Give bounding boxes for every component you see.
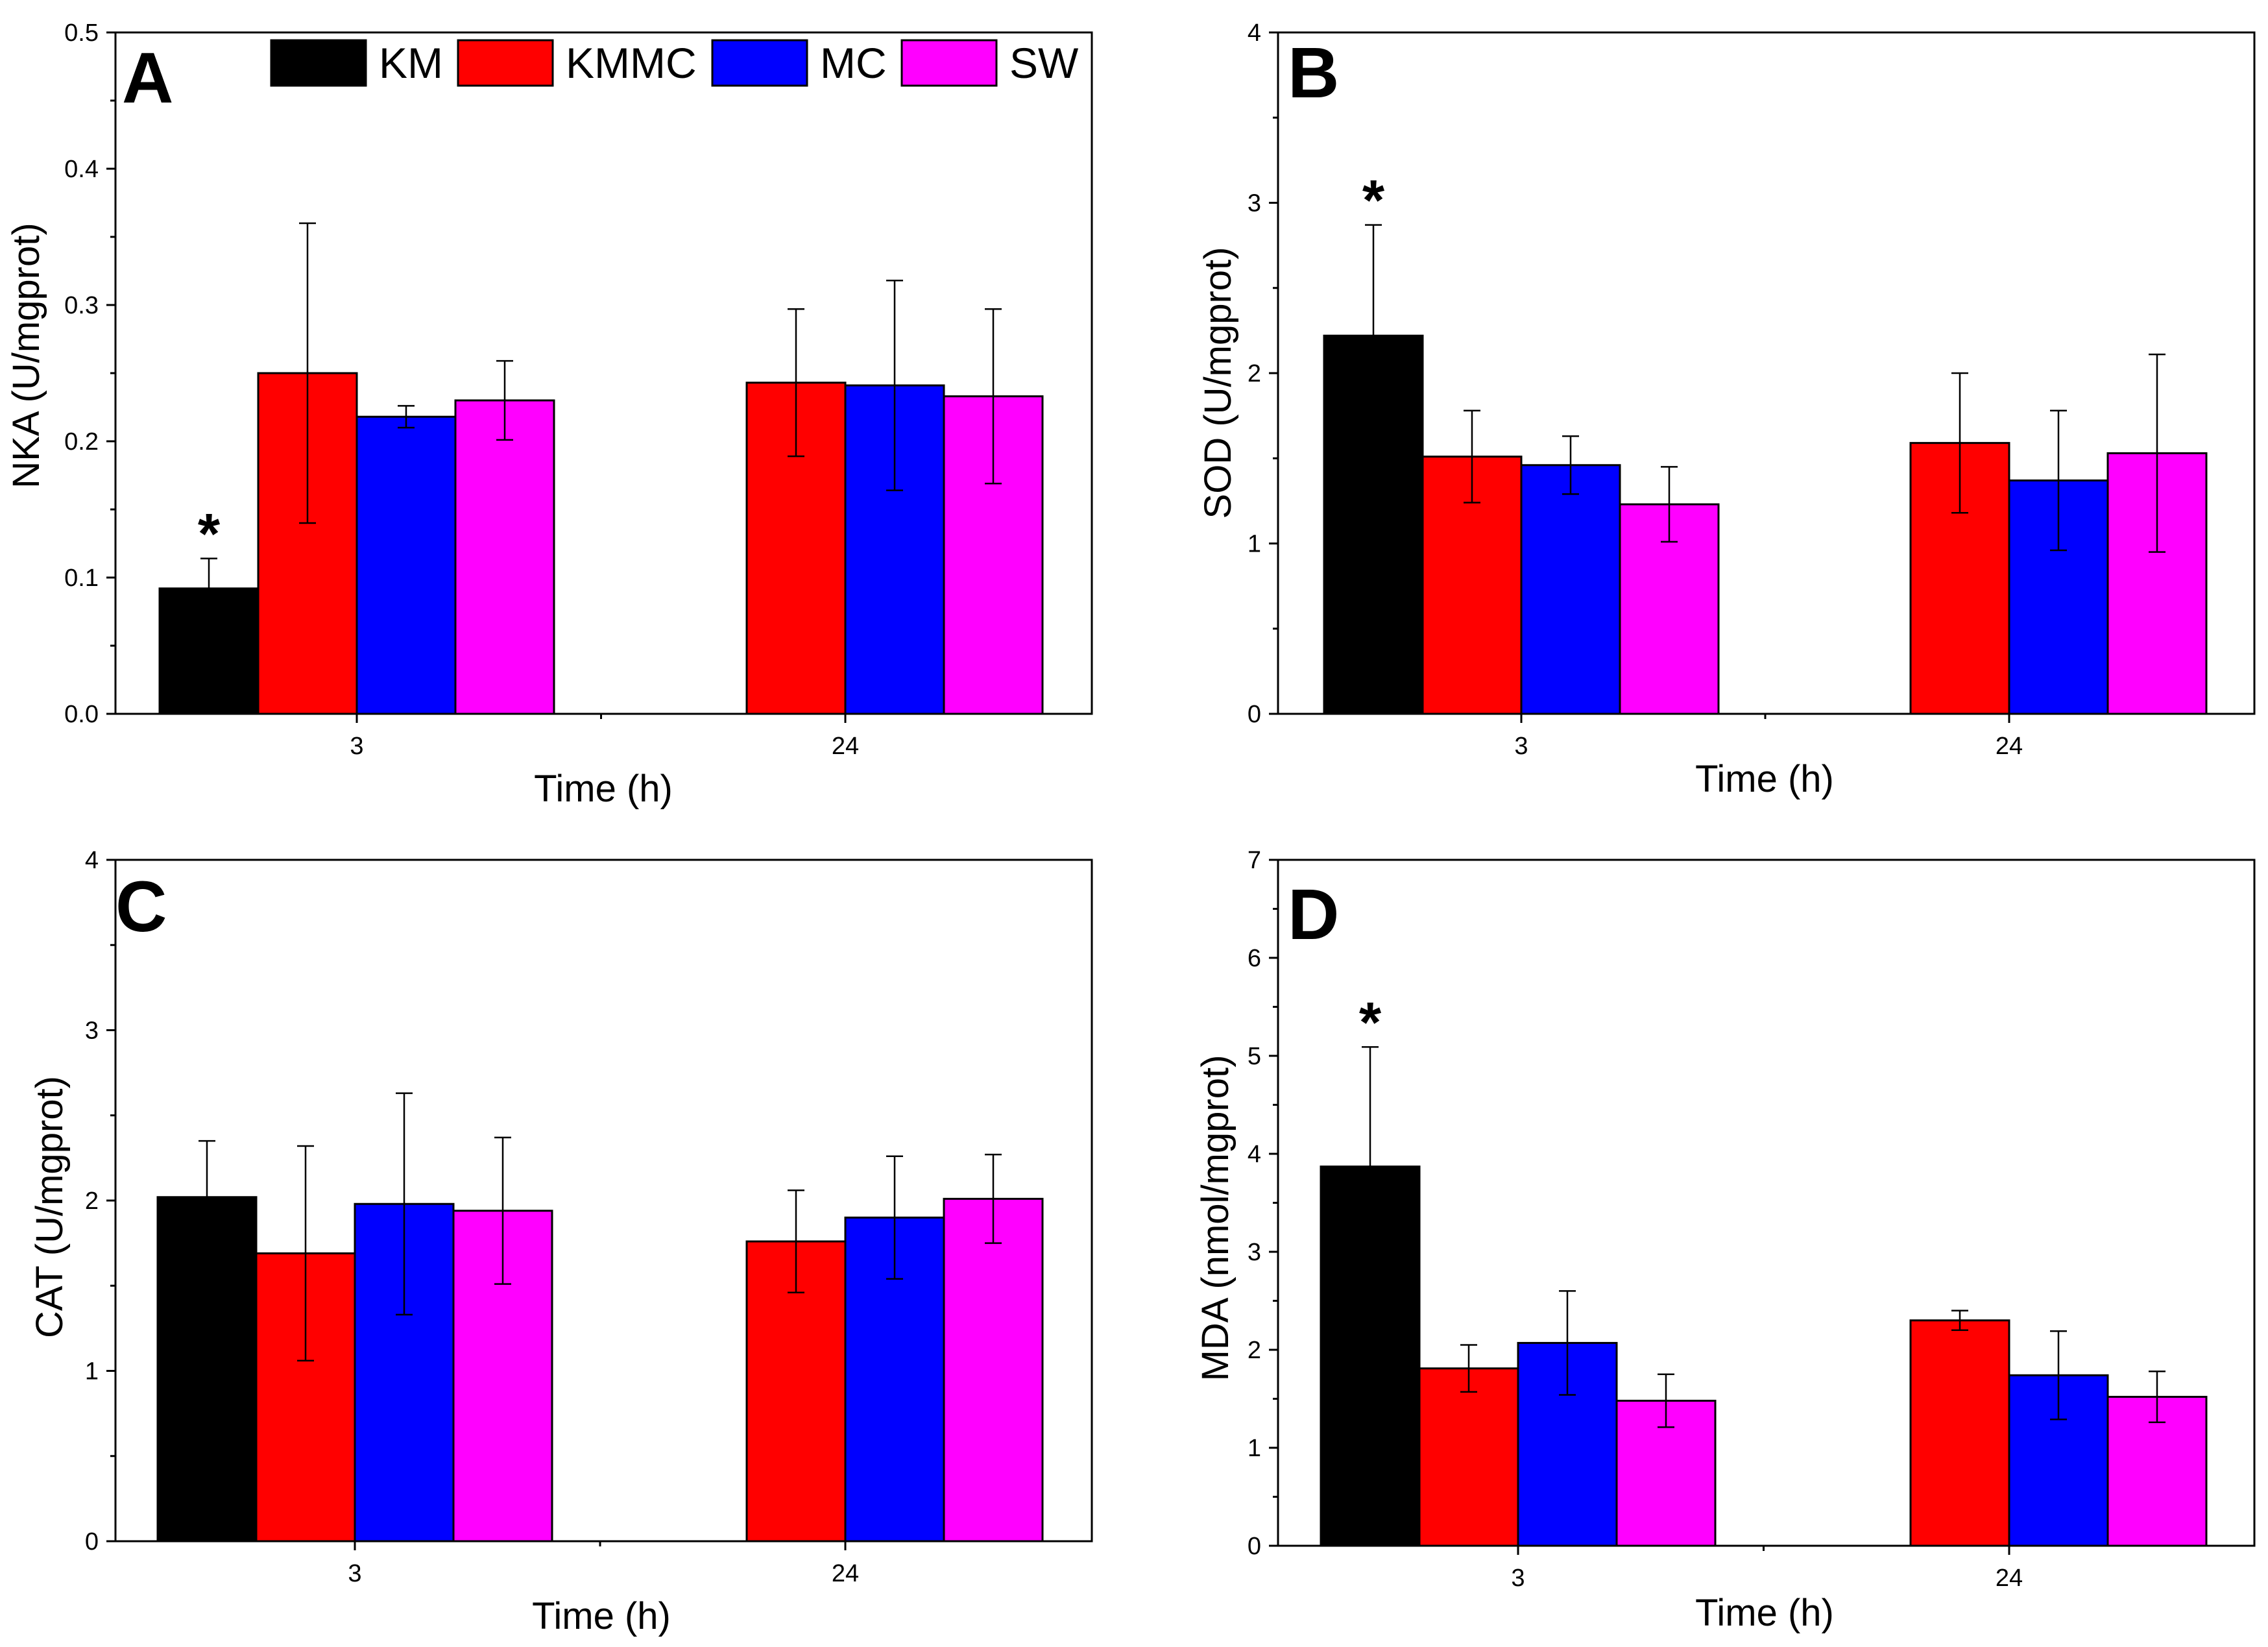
legend-label-km: KM <box>379 39 443 87</box>
panel-b-y-tick-label: 3 <box>1248 190 1261 217</box>
panel-d-y-tick-label: 1 <box>1248 1435 1261 1462</box>
panel-d-x-axis-title: Time (h) <box>1695 1592 1834 1634</box>
panel-c-y-axis-title: CAT (U/mgprot) <box>29 1076 71 1338</box>
panel-a-letter: A <box>122 38 173 118</box>
panel-a-x-tick-label: 24 <box>832 733 859 760</box>
legend-swatch-sw <box>900 39 998 87</box>
panel-b-y-tick-label: 4 <box>1248 19 1261 47</box>
panel-c-y-tick-label: 4 <box>85 847 99 874</box>
panel-b-letter: B <box>1288 33 1339 113</box>
legend-swatch-kmmc <box>457 39 554 87</box>
panel-a-bar-sw-3h <box>454 399 555 715</box>
panel-c-y-tick-label: 0 <box>85 1528 99 1556</box>
panel-b-bar-mc-3h <box>1520 464 1621 715</box>
panel-b-bar-km-3h <box>1323 334 1424 715</box>
panel-d-x-tick-label: 3 <box>1511 1565 1525 1592</box>
panel-d-y-tick-label: 6 <box>1248 945 1261 972</box>
panel-d-y-tick-label: 0 <box>1248 1533 1261 1560</box>
panel-c-y-tick-label: 1 <box>85 1358 99 1385</box>
panel-a-bar-mc-3h <box>356 415 457 715</box>
panel-c-x-tick-label: 3 <box>348 1560 361 1587</box>
panel-c-bar-sw-24h <box>943 1197 1044 1543</box>
panel-d-y-tick-label: 2 <box>1248 1337 1261 1364</box>
panel-d: 0 1 2 3 4 5 6 7 3 24 * D Time (h) MDA (nmol/mgprot… <box>1194 847 2256 1634</box>
panel-d-significance-marker: * <box>1359 990 1382 1054</box>
panel-d-y-tick-label: 4 <box>1248 1141 1261 1168</box>
panel-a-y-axis-title: NKA (U/mgprot) <box>5 223 47 488</box>
panel-c-letter: C <box>115 867 167 947</box>
legend-swatch-mc <box>711 39 808 87</box>
panel-a-x-axis-title: Time (h) <box>534 768 673 810</box>
panel-a-y-tick-label: 0.2 <box>64 428 99 456</box>
panel-c-x-axis-title: Time (h) <box>532 1595 671 1637</box>
legend-label-kmmc: KMMC <box>566 39 697 87</box>
panel-d-y-tick-label: 5 <box>1248 1043 1261 1070</box>
panel-b-x-axis-title: Time (h) <box>1695 758 1834 800</box>
panel-b-y-tick-label: 0 <box>1248 701 1261 728</box>
legend-swatch-km <box>270 39 367 87</box>
legend-label-sw: SW <box>1009 39 1079 87</box>
panel-b-y-tick-label: 2 <box>1248 360 1261 387</box>
panel-c-y-tick-label: 3 <box>85 1018 99 1045</box>
panel-a-y-tick-label: 0.5 <box>64 19 99 47</box>
panel-d-y-tick-label: 7 <box>1248 847 1261 874</box>
panel-c: 0 1 2 3 4 3 24 C Time (h) CAT (U/mgprot) <box>29 847 1093 1637</box>
panel-a-y-tick-label: 0.0 <box>64 701 99 728</box>
panel-d-y-tick-label: 3 <box>1248 1239 1261 1266</box>
panel-a-y-tick-label: 0.1 <box>64 565 99 592</box>
panel-a-legend: KM KMMC MC SW <box>270 39 1079 87</box>
panel-c-x-tick-label: 24 <box>832 1560 859 1587</box>
panel-d-bar-kmmc-3h <box>1418 1367 1519 1547</box>
panel-b-plot: 0 1 2 3 4 3 24 * <box>1248 19 2256 760</box>
panel-a-significance-marker: * <box>198 502 221 566</box>
legend-label-mc: MC <box>820 39 887 87</box>
panel-b: 0 1 2 3 4 3 24 * B Time (h) SOD (U/mgprot) <box>1197 19 2256 800</box>
panel-b-x-tick-label: 24 <box>1996 733 2023 760</box>
panel-a-plot: 0.0 0.1 0.2 0.3 0.4 0.5 3 24 * <box>64 19 1093 760</box>
panel-a-y-tick-label: 0.3 <box>64 292 99 319</box>
panel-b-y-tick-label: 1 <box>1248 531 1261 558</box>
panel-d-x-tick-label: 24 <box>1996 1565 2023 1592</box>
panel-b-significance-marker: * <box>1362 168 1385 232</box>
panel-a: 0.0 0.1 0.2 0.3 0.4 0.5 3 24 * A Time (h) NKA (U… <box>5 19 1093 810</box>
panel-d-bar-kmmc-24h <box>1909 1319 2010 1547</box>
panel-a-y-tick-label: 0.4 <box>64 156 99 183</box>
panel-b-y-axis-title: SOD (U/mgprot) <box>1197 247 1239 519</box>
panel-d-y-axis-title: MDA (nmol/mgprot) <box>1194 1055 1237 1382</box>
panel-c-y-tick-label: 2 <box>85 1188 99 1215</box>
panel-c-plot: 0 1 2 3 4 3 24 <box>85 847 1093 1587</box>
panel-d-plot: 0 1 2 3 4 5 6 7 3 24 * <box>1248 847 2256 1592</box>
panel-d-letter: D <box>1288 875 1339 955</box>
panel-a-x-tick-label: 3 <box>350 733 363 760</box>
panel-b-x-tick-label: 3 <box>1514 733 1528 760</box>
